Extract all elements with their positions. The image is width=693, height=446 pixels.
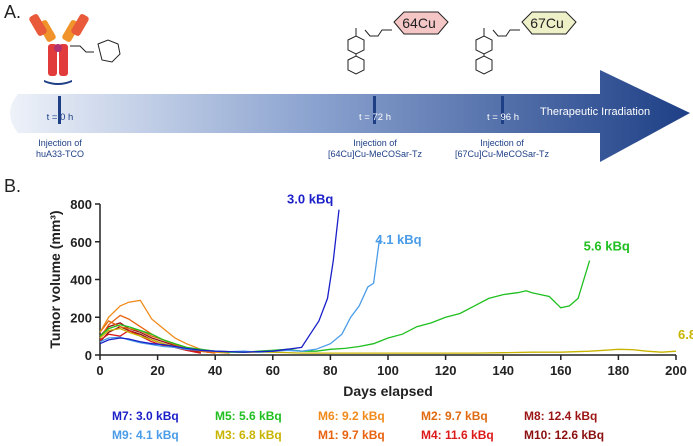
time-label-0: t = 0 h <box>46 112 74 123</box>
x-tick-label: 20 <box>150 363 164 378</box>
event-t96-line2: [67Cu]Cu-MeCOSar-Tz <box>454 149 550 159</box>
x-tick-label: 200 <box>665 363 687 378</box>
x-tick-label: 100 <box>377 363 399 378</box>
panel-a-label: A. <box>4 2 22 22</box>
series-line-m5 <box>99 260 591 353</box>
event-t0: Injection of huA33-TCO <box>20 138 100 160</box>
event-t0-line1: Injection of <box>38 138 82 148</box>
legend-item-m6: M6: 9.2 kBq <box>318 409 385 423</box>
series-line-m7 <box>99 209 340 353</box>
chelate-64cu-label: 64Cu <box>402 15 435 31</box>
event-t96-line1: Injection of <box>480 138 524 148</box>
timeline-arrow <box>10 70 690 162</box>
arrow-label: Therapeutic Irradiation <box>540 106 651 118</box>
panel-b-label: B. <box>4 176 22 196</box>
data-label-m3: 6.8 kBq <box>678 327 693 342</box>
event-t72-line1: Injection of <box>353 138 397 148</box>
chelate-67cu-icon: 67Cu <box>475 11 577 75</box>
event-t0-line2: huA33-TCO <box>35 149 85 159</box>
marker-t72 <box>373 96 376 124</box>
timeline-diagram: 64Cu 67Cu <box>10 11 690 162</box>
legend-item-m4: M4: 11.6 kBq <box>421 428 494 442</box>
series-line-m9 <box>99 239 381 353</box>
legend-item-m10: M10: 12.6 kBq <box>524 428 605 442</box>
event-t96: Injection of [67Cu]Cu-MeCOSar-Tz <box>452 138 552 160</box>
data-label-m9: 4.1 kBq <box>375 232 421 247</box>
x-tick-label: 40 <box>208 363 222 378</box>
legend-item-m9: M9: 4.1 kBq <box>112 428 179 442</box>
x-tick-label: 180 <box>608 363 630 378</box>
marker-t0 <box>58 96 61 124</box>
legend-item-m5: M5: 5.6 kBq <box>215 409 282 423</box>
time-label-72: t = 72 h <box>359 112 391 123</box>
tco-structure-icon <box>70 39 121 63</box>
series-line-m3 <box>99 327 677 354</box>
legend-item-m1: M1: 9.7 kBq <box>318 428 385 442</box>
legend-item-m3: M3: 6.8 kBq <box>215 428 282 442</box>
x-tick-label: 80 <box>323 363 337 378</box>
data-label-m7: 3.0 kBq <box>287 192 333 207</box>
y-tick-label: 400 <box>70 273 92 288</box>
x-tick-label: 140 <box>492 363 514 378</box>
x-tick-label: 60 <box>266 363 280 378</box>
x-tick-label: 0 <box>96 363 103 378</box>
time-label-96: t = 96 h <box>487 112 519 123</box>
x-tick-label: 120 <box>435 363 457 378</box>
y-tick-label: 0 <box>85 348 92 363</box>
antibody-icon <box>29 14 89 85</box>
event-t72-line2: [64Cu]Cu-MeCOSar-Tz <box>327 149 423 159</box>
x-axis-label: Days elapsed <box>343 383 433 399</box>
data-label-m5: 5.6 kBq <box>584 239 630 254</box>
series-line-m1 <box>99 314 216 354</box>
tumor-volume-chart: 0 200 400 600 800 0 20 40 60 80 100 120 140 160 180 200… <box>47 192 693 399</box>
y-tick-label: 600 <box>70 235 92 250</box>
event-t72: Injection of [64Cu]Cu-MeCOSar-Tz <box>325 138 425 160</box>
chelate-64cu-icon: 64Cu <box>347 11 449 75</box>
x-tick-label: 160 <box>550 363 572 378</box>
legend: M7: 3.0 kBq M9: 4.1 kBq M5: 5.6 kBq M3: 6.8… <box>0 409 693 445</box>
legend-item-m7: M7: 3.0 kBq <box>112 409 179 423</box>
y-tick-label: 800 <box>70 197 92 212</box>
chelate-67cu-label: 67Cu <box>530 15 563 31</box>
marker-t96 <box>501 96 504 124</box>
y-axis-label: Tumor volume (mm³) <box>47 210 63 348</box>
y-tick-label: 200 <box>70 310 92 325</box>
legend-item-m2: M2: 9.7 kBq <box>421 409 488 423</box>
legend-item-m8: M8: 12.4 kBq <box>524 409 598 423</box>
